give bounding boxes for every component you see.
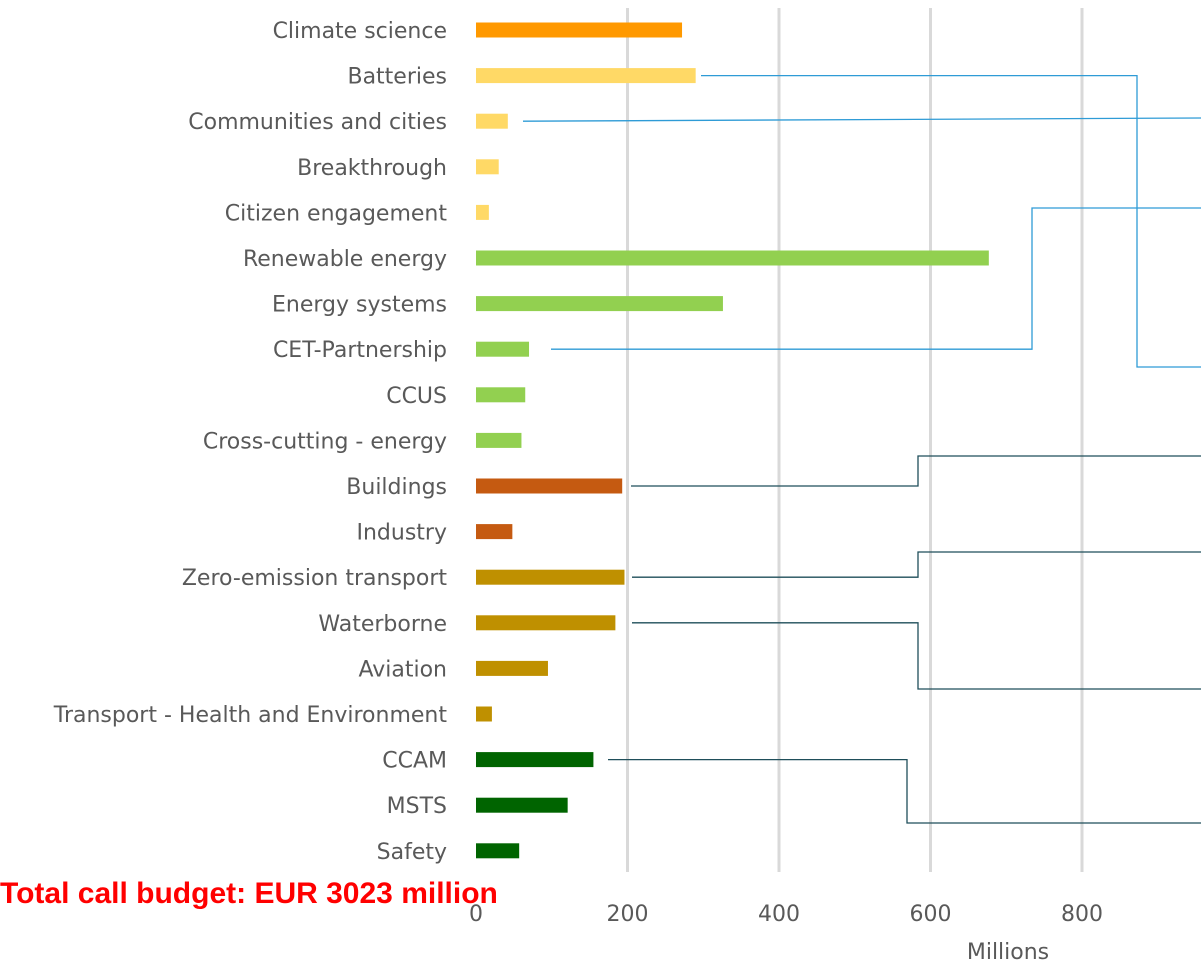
category-label-citizen-engagement: Citizen engagement — [225, 201, 448, 226]
bar-ccus — [476, 387, 526, 403]
category-label-msts: MSTS — [387, 794, 447, 819]
category-label-ccus: CCUS — [386, 384, 447, 409]
x-tick-label: 0 — [469, 902, 483, 927]
x-tick-label: 600 — [910, 902, 952, 927]
category-label-communities-and-cities: Communities and cities — [188, 110, 447, 135]
connector-ccam — [608, 758, 1201, 824]
category-label-waterborne: Waterborne — [318, 612, 447, 637]
category-label-batteries: Batteries — [347, 65, 447, 90]
bar-communities-and-cities — [476, 113, 508, 129]
bar-climate-science — [476, 22, 683, 38]
category-label-climate-science: Climate science — [273, 19, 447, 44]
category-label-ccam: CCAM — [382, 749, 447, 774]
category-label-cet-partnership: CET-Partnership — [273, 338, 447, 363]
bar-safety — [476, 843, 520, 859]
gridlines — [626, 8, 1084, 872]
connector-waterborne — [632, 622, 1201, 690]
category-label-breakthrough: Breakthrough — [297, 156, 447, 181]
category-label-energy-systems: Energy systems — [272, 293, 447, 318]
category-label-buildings: Buildings — [346, 475, 447, 500]
bar-cet-partnership — [476, 341, 530, 357]
bar-energy-systems — [476, 296, 723, 312]
x-tick-label: 400 — [758, 902, 800, 927]
bar-buildings — [476, 478, 623, 494]
category-label-zero-emission-transport: Zero-emission transport — [182, 566, 448, 591]
bar-renewable-energy — [476, 250, 989, 266]
bar-msts — [476, 797, 568, 813]
bar-cross-cutting-energy — [476, 432, 522, 448]
category-labels: Climate science Batteries Communities and … — [53, 19, 448, 865]
category-label-renewable-energy: Renewable energy — [243, 247, 447, 272]
x-axis-tick-labels: 0 200 400 600 800 — [469, 902, 1103, 927]
connector-buildings — [631, 455, 1201, 487]
connector-batteries — [701, 74, 1201, 368]
total-budget-note: Total call budget: EUR 3023 million — [0, 877, 498, 910]
category-label-transport-health-and-environment: Transport - Health and Environment — [53, 703, 448, 728]
bar-transport-health-and-environment — [476, 706, 492, 722]
connector-lines — [522, 74, 1201, 824]
connector-communities-and-cities — [522, 117, 1201, 122]
bar-aviation — [476, 660, 548, 676]
bars — [476, 22, 989, 859]
connector-cet-partnership — [551, 207, 1201, 350]
axis-unit-label: Millions — [967, 940, 1049, 965]
bar-ccam — [476, 752, 594, 768]
bar-industry — [476, 524, 513, 540]
bar-waterborne — [476, 615, 616, 631]
bar-zero-emission-transport — [476, 569, 625, 585]
bar-citizen-engagement — [476, 204, 489, 220]
bar-breakthrough — [476, 159, 499, 175]
category-label-aviation: Aviation — [358, 657, 447, 682]
x-tick-label: 800 — [1061, 902, 1103, 927]
category-label-safety: Safety — [377, 840, 447, 865]
category-label-cross-cutting-energy: Cross-cutting - energy — [203, 429, 447, 454]
connector-zero-emission-transport — [632, 551, 1201, 578]
category-label-industry: Industry — [357, 521, 448, 546]
x-tick-label: 200 — [607, 902, 649, 927]
bar-batteries — [476, 68, 696, 84]
